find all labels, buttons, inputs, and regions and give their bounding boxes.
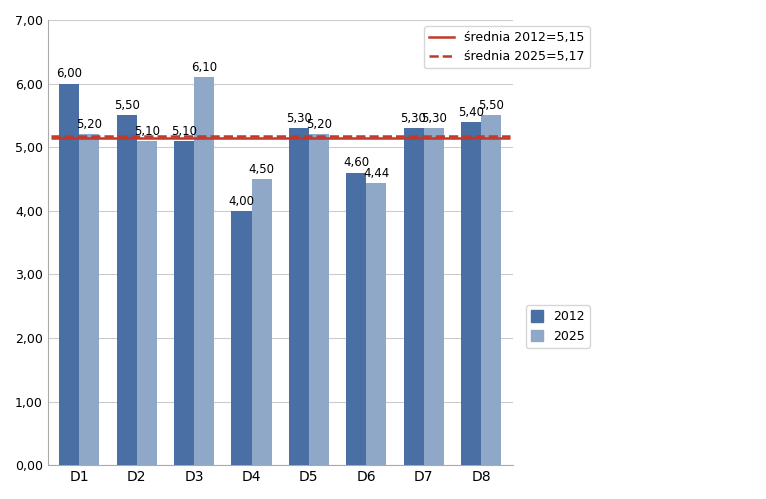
Bar — [137, 141, 157, 465]
Text: 5,50: 5,50 — [478, 99, 504, 112]
Text: 4,50: 4,50 — [248, 163, 274, 176]
Text: 4,44: 4,44 — [363, 167, 389, 180]
Bar — [424, 128, 444, 465]
Bar — [481, 115, 501, 465]
Text: 4,60: 4,60 — [343, 157, 369, 170]
Text: 5,10: 5,10 — [171, 125, 197, 138]
Text: 5,30: 5,30 — [421, 112, 447, 125]
Legend: średnia 2012=5,15, średnia 2025=5,17: średnia 2012=5,15, średnia 2025=5,17 — [424, 26, 590, 68]
Text: 5,10: 5,10 — [134, 125, 160, 138]
Text: 5,40: 5,40 — [458, 106, 484, 119]
Text: 5,20: 5,20 — [77, 118, 103, 131]
Bar — [346, 173, 366, 465]
Text: 6,10: 6,10 — [191, 61, 218, 74]
Bar — [461, 122, 481, 465]
Text: 5,50: 5,50 — [114, 99, 139, 112]
Text: 5,30: 5,30 — [401, 112, 427, 125]
Bar — [231, 211, 251, 465]
Bar — [309, 134, 329, 465]
Bar — [251, 179, 272, 465]
Bar — [80, 134, 100, 465]
Text: 4,00: 4,00 — [228, 195, 254, 208]
Bar — [289, 128, 309, 465]
Bar — [366, 183, 386, 465]
Bar — [174, 141, 194, 465]
Bar — [194, 77, 214, 465]
Bar — [116, 115, 137, 465]
Text: 5,20: 5,20 — [306, 118, 332, 131]
Bar — [404, 128, 424, 465]
Text: 6,00: 6,00 — [57, 67, 83, 80]
Bar — [59, 84, 80, 465]
Text: 5,30: 5,30 — [286, 112, 312, 125]
